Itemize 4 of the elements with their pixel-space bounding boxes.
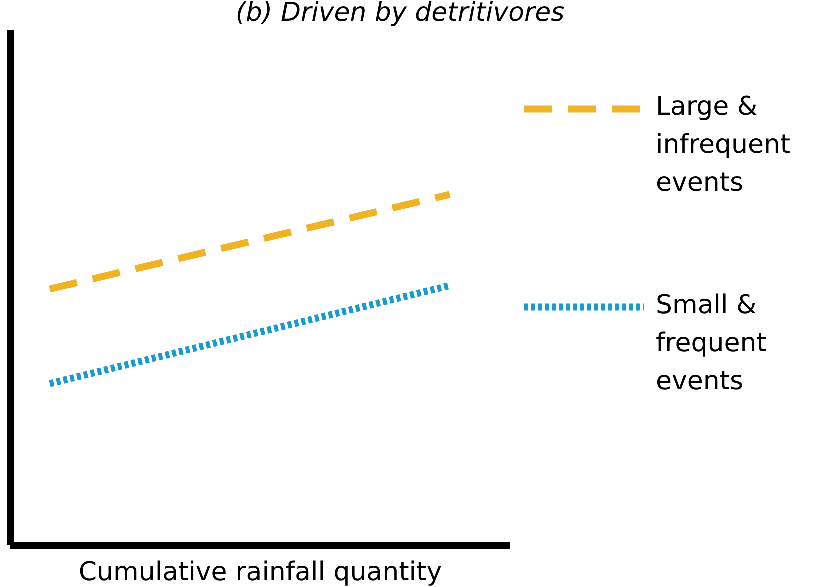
x-axis-title: Cumulative rainfall quantity bbox=[78, 558, 442, 587]
legend-label: Large & infrequent events bbox=[656, 92, 791, 198]
chart-title: (b) Driven by detritivores bbox=[236, 0, 565, 28]
legend-label: Small & frequent events bbox=[656, 290, 767, 396]
